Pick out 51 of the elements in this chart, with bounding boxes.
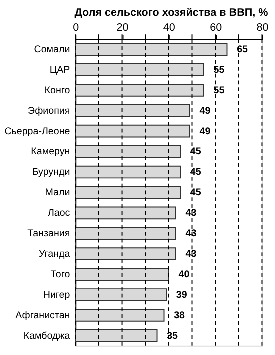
- bar: [75, 43, 228, 56]
- data-label: 45: [190, 167, 202, 178]
- bar: [75, 227, 176, 240]
- data-label: 55: [214, 64, 226, 76]
- bar: [75, 248, 176, 261]
- data-label: 55: [214, 85, 226, 96]
- bar: [75, 288, 168, 302]
- y-tick-label: Нигер: [43, 290, 71, 301]
- y-tick-label: Камбоджа: [24, 330, 71, 342]
- data-label: 49: [200, 126, 212, 138]
- bar: [75, 329, 158, 342]
- y-tick-label: Танзания: [28, 228, 70, 240]
- y-tick-label: Того: [50, 269, 71, 280]
- y-tick-label: Мали: [45, 188, 70, 199]
- chart-title: Доля сельского хозяйства в ВВП, %: [74, 6, 269, 19]
- data-label: 43: [186, 249, 198, 260]
- y-tick-label: Бурунди: [32, 167, 70, 178]
- y-tick-label: ЦАР: [50, 64, 71, 76]
- y-tick-label: Лаос: [48, 208, 70, 220]
- y-tick-label: Сомали: [34, 44, 70, 56]
- data-label: 65: [237, 44, 249, 56]
- data-label: 45: [190, 146, 202, 158]
- bar: [75, 206, 176, 220]
- bar: [75, 104, 190, 118]
- data-label: 43: [186, 228, 198, 240]
- bar: [75, 166, 182, 179]
- data-label: 35: [167, 330, 179, 342]
- y-tick-label: Эфиопия: [28, 106, 70, 117]
- x-tick-label: 20: [116, 22, 129, 34]
- x-tick-label: 40: [163, 22, 176, 34]
- y-tick-label: Уганда: [39, 249, 71, 260]
- y-tick-label: Камерун: [31, 146, 70, 158]
- data-label: 45: [190, 188, 202, 199]
- data-label: 43: [186, 208, 198, 220]
- data-label: 49: [200, 106, 212, 117]
- y-tick-label: Афганистан: [16, 310, 70, 322]
- bar: [75, 268, 170, 281]
- data-label: 40: [178, 269, 190, 280]
- bar: [75, 64, 204, 76]
- x-tick-label: 60: [210, 22, 222, 34]
- x-tick-label: 80: [256, 22, 269, 34]
- x-tick-label: 0: [73, 22, 80, 34]
- data-label: 38: [174, 310, 186, 322]
- bar: [75, 309, 165, 322]
- bar: [75, 145, 182, 158]
- y-tick-label: Конго: [44, 85, 71, 96]
- bar: [75, 124, 190, 138]
- bar: [75, 84, 204, 97]
- bar: [75, 186, 182, 200]
- y-tick-label: Сьерра-Леоне: [4, 126, 71, 138]
- data-label: 39: [176, 290, 188, 301]
